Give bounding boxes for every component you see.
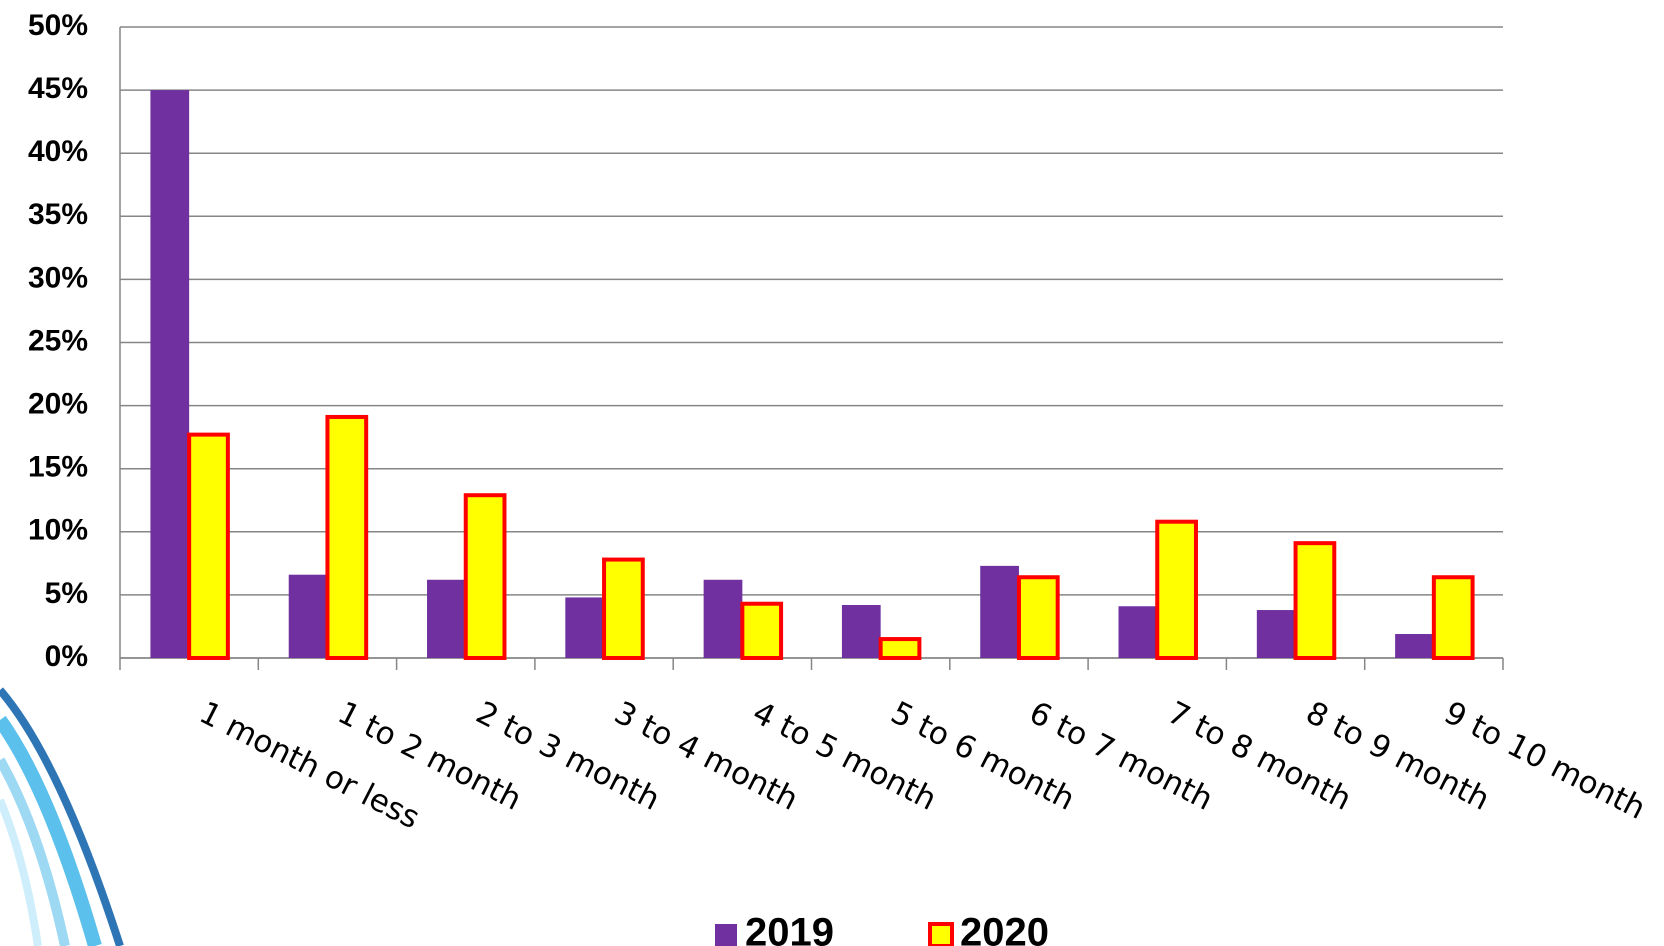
decoration [0,690,120,946]
bar [881,639,920,658]
bar [1395,634,1434,658]
y-tick-label: 0% [45,640,88,673]
bar [1257,610,1296,658]
bar [427,580,466,658]
y-tick-label: 35% [28,198,88,231]
bar [1119,606,1158,658]
legend-label: 2020 [960,911,1049,946]
bar [604,560,643,658]
bar [980,566,1019,658]
y-tick-label: 25% [28,324,88,357]
bar [1157,522,1196,658]
chart: 0%5%10%15%20%25%30%35%40%45%50%1 month o… [0,0,1664,946]
y-tick-label: 5% [45,577,88,610]
bar [1019,577,1058,658]
bar [565,597,604,658]
legend-swatch [930,924,952,946]
y-tick-label: 45% [28,72,88,105]
y-tick-label: 30% [28,261,88,294]
y-tick-label: 20% [28,388,88,421]
bar [189,435,228,658]
bar [704,580,743,658]
legend-label: 2019 [745,911,834,946]
bar [1434,577,1473,658]
bar [150,90,189,658]
bar [327,417,366,658]
bar [742,604,781,658]
y-tick-label: 15% [28,451,88,484]
legend-swatch [715,924,737,946]
y-tick-label: 10% [28,514,88,547]
bar [1296,543,1335,658]
bar [289,575,328,658]
bar [842,605,881,658]
y-tick-label: 50% [28,9,88,42]
bar [466,495,505,658]
y-tick-label: 40% [28,135,88,168]
